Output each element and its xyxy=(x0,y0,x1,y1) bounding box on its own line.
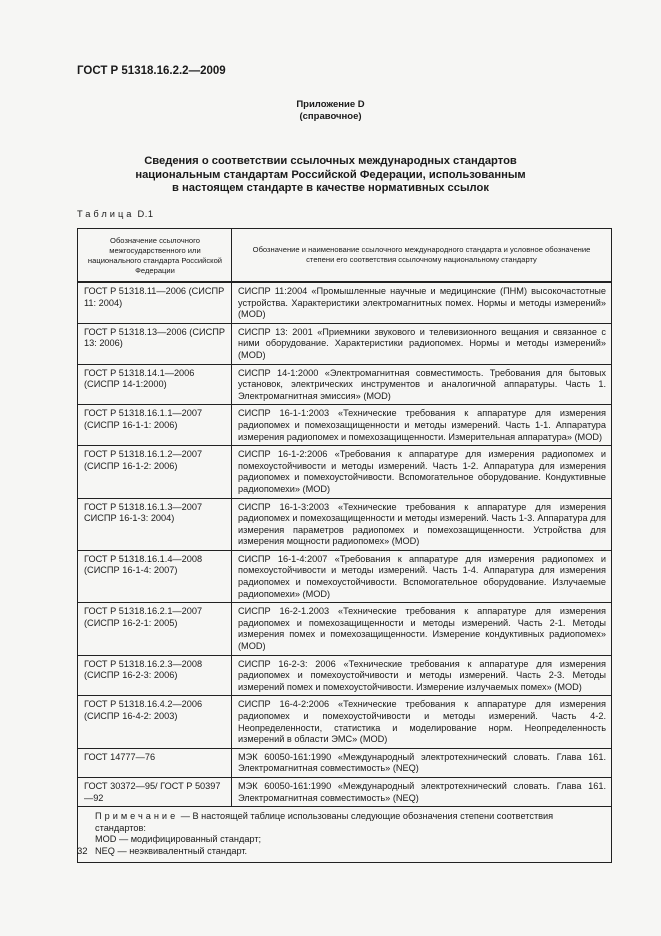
national-standard-cell: ГОСТ Р 51318.16.1.2—2007 (СИСПР 16-1-2: … xyxy=(77,445,232,499)
section-title: Сведения о соответствии ссылочных междун… xyxy=(0,155,661,196)
national-standard-cell: ГОСТ Р 51318.16.4.2—2006 (СИСПР 16-4-2: … xyxy=(77,695,232,749)
international-standard-cell: СИСПР 16-1-2:2006 «Требования к аппарату… xyxy=(231,445,612,499)
national-standard-cell: ГОСТ Р 51318.16.2.3—2008 (СИСПР 16-2-3: … xyxy=(77,654,232,697)
table-row: ГОСТ Р 51318.16.1.2—2007 (СИСПР 16-1-2: … xyxy=(77,445,612,499)
national-standard-cell: ГОСТ Р 51318.16.1.4—2008 (СИСПР 16-1-4: … xyxy=(77,549,232,604)
table-note: Примечание — В настоящей таблице использ… xyxy=(77,806,612,863)
references-table: Обозначение ссылочного межгосударственно… xyxy=(77,228,612,863)
note-neq: NEQ — неэквивалентный стандарт. xyxy=(95,845,248,856)
national-standard-cell: ГОСТ Р 51318.16.2.1—2007 (СИСПР 16-2-1: … xyxy=(77,602,232,656)
table-caption-word: Таблица xyxy=(77,209,135,219)
national-standard-cell: ГОСТ Р 51318.13—2006 (СИСПР 13: 2006) xyxy=(77,322,232,365)
section-title-line: Сведения о соответствии ссылочных междун… xyxy=(144,155,517,167)
table-row: ГОСТ Р 51318.14.1—2006 (СИСПР 14-1:2000)… xyxy=(77,363,612,406)
international-standard-cell: СИСПР 16-1-4:2007 «Требования к аппарату… xyxy=(231,549,612,604)
table-row: ГОСТ Р 51318.16.1.1—2007 (СИСПР 16-1-1: … xyxy=(77,404,612,447)
international-standard-cell: МЭК 60050-161:1990 «Международный электр… xyxy=(231,747,612,778)
column-header-international: Обозначение и наименование ссылочного ме… xyxy=(231,228,612,283)
international-standard-cell: СИСПР 16-2-1.2003 «Технические требовани… xyxy=(231,602,612,656)
national-standard-cell: ГОСТ 14777—76 xyxy=(77,747,232,778)
section-title-line: национальным стандартам Российской Федер… xyxy=(135,168,526,181)
table-row: ГОСТ Р 51318.16.1.3—2007 СИСПР 16-1-3: 2… xyxy=(77,497,612,551)
international-standard-cell: СИСПР 16-2-3: 2006 «Технические требован… xyxy=(231,654,612,697)
page-number: 32 xyxy=(77,846,88,857)
note-mod: MOD — модифицированный стандарт; xyxy=(95,834,262,845)
national-standard-cell: ГОСТ Р 51318.11—2006 (СИСПР 11: 2004) xyxy=(77,281,232,324)
table-row: ГОСТ Р 51318.16.2.1—2007 (СИСПР 16-2-1: … xyxy=(77,602,612,656)
section-title-line: в настоящем стандарте в качестве нормати… xyxy=(172,182,489,194)
table-row: ГОСТ Р 51318.13—2006 (СИСПР 13: 2006) СИС… xyxy=(77,322,612,365)
table-header-row: Обозначение ссылочного межгосударственно… xyxy=(77,228,612,283)
international-standard-cell: СИСПР 16-4-2:2006 «Технические требовани… xyxy=(231,695,612,749)
international-standard-cell: СИСПР 13: 2001 «Приемники звукового и те… xyxy=(231,322,612,365)
table-body: ГОСТ Р 51318.11—2006 (СИСПР 11: 2004) СИС… xyxy=(77,281,612,808)
table-caption-number: D.1 xyxy=(137,209,154,219)
table-row: ГОСТ Р 51318.11—2006 (СИСПР 11: 2004) СИС… xyxy=(77,281,612,324)
international-standard-cell: СИСПР 16-1-3:2003 «Технические требовани… xyxy=(231,497,612,551)
international-standard-cell: СИСПР 11:2004 «Промышленные научные и ме… xyxy=(231,281,612,324)
document-header-id: ГОСТ Р 51318.16.2.2—2009 xyxy=(77,65,226,77)
column-header-national: Обозначение ссылочного межгосударственно… xyxy=(77,228,232,283)
annex-subtitle: (справочное) xyxy=(299,111,362,122)
note-label: Примечание xyxy=(95,811,179,822)
international-standard-cell: СИСПР 16-1-1:2003 «Технические требовани… xyxy=(231,404,612,447)
national-standard-cell: ГОСТ Р 51318.14.1—2006 (СИСПР 14-1:2000) xyxy=(77,363,232,406)
table-note-row: Примечание — В настоящей таблице использ… xyxy=(77,806,612,863)
table-row: ГОСТ 14777—76 МЭК 60050-161:1990 «Междуна… xyxy=(77,747,612,778)
table-row: ГОСТ Р 51318.16.1.4—2008 (СИСПР 16-1-4: … xyxy=(77,549,612,604)
annex-title: Приложение D xyxy=(296,99,365,110)
national-standard-cell: ГОСТ Р 51318.16.1.1—2007 (СИСПР 16-1-1: … xyxy=(77,404,232,447)
national-standard-cell: ГОСТ Р 51318.16.1.3—2007 СИСПР 16-1-3: 2… xyxy=(77,497,232,551)
table-caption: Таблица D.1 xyxy=(77,209,154,219)
note-text: — В настоящей таблице использованы следу… xyxy=(95,811,554,833)
international-standard-cell: МЭК 60050-161:1990 «Международный электр… xyxy=(231,776,612,808)
international-standard-cell: СИСПР 14-1:2000 «Электромагнитная совмес… xyxy=(231,363,612,406)
national-standard-cell: ГОСТ 30372—95/ ГОСТ Р 50397—92 xyxy=(77,776,232,808)
table-row: ГОСТ Р 51318.16.4.2—2006 (СИСПР 16-4-2: … xyxy=(77,695,612,749)
table-row: ГОСТ Р 51318.16.2.3—2008 (СИСПР 16-2-3: … xyxy=(77,654,612,697)
annex-heading: Приложение D (справочное) xyxy=(0,99,661,123)
table-row: ГОСТ 30372—95/ ГОСТ Р 50397—92 МЭК 60050-… xyxy=(77,776,612,808)
